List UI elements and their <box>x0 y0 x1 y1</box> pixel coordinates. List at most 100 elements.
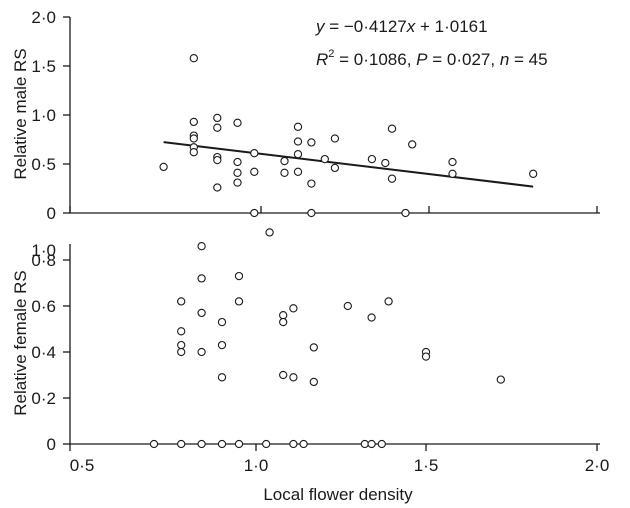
x-tick-label: 0·5 <box>70 456 95 475</box>
female-rs-point-8 <box>217 317 227 327</box>
male-rs-point-32 <box>381 158 390 168</box>
female-rs-point-4 <box>197 242 206 251</box>
male-rs-point-29 <box>330 134 340 143</box>
y-tick-label: 0 <box>47 435 56 454</box>
male-rs-point-34 <box>387 174 397 183</box>
female-rs-point-0 <box>177 297 186 306</box>
female-rs-point-34 <box>299 439 308 449</box>
male-rs-point-39 <box>529 169 538 178</box>
eq-p-value: = 0·027, <box>428 50 500 69</box>
y-tick-label: 1·0 <box>31 241 56 260</box>
x-tick-label: 1·0 <box>244 456 269 475</box>
x-axis-title: Local flower density <box>263 485 413 504</box>
female-rs-point-36 <box>367 439 376 449</box>
female-rs-point-14 <box>279 311 288 320</box>
male-rs-point-31 <box>367 154 377 164</box>
male-rs-point-25 <box>307 138 316 147</box>
female-rs-point-1 <box>177 327 186 336</box>
female-rs-point-18 <box>289 373 298 382</box>
male-rs-point-19 <box>280 156 289 166</box>
male-rs-point-8 <box>213 123 222 132</box>
female-rs-point-6 <box>197 308 206 318</box>
female-rs-point-3 <box>177 347 186 357</box>
male-rs-point-16 <box>250 149 259 158</box>
female-rs-points <box>149 228 505 449</box>
female-rs-point-22 <box>367 313 376 322</box>
female-rs-point-20 <box>309 377 318 387</box>
y-tick-label: 0·4 <box>31 343 56 362</box>
female-rs-point-26 <box>496 375 505 384</box>
male-rs-point-36 <box>408 140 417 149</box>
eq-n-symbol: n <box>500 50 509 69</box>
male-rs-point-0 <box>159 162 168 172</box>
eq-r-value: = 0·1086, <box>334 50 416 69</box>
male-rs-point-4 <box>189 134 198 143</box>
regression-line <box>163 141 534 188</box>
eq-r-symbol: R <box>316 50 328 69</box>
female-rs-point-2 <box>177 340 186 350</box>
male-rs-y-ticks: 0 0·5 1·0 1·5 2·0 <box>31 8 70 223</box>
female-rs-x-ticks: 0·5 1·0 1·5 2·0 <box>69 444 610 475</box>
female-rs-point-19 <box>309 343 318 352</box>
female-rs-point-10 <box>217 373 227 382</box>
x-tick-label: 2·0 <box>585 456 610 475</box>
male-rs-point-30 <box>330 163 340 173</box>
female-rs-y-ticks: 0 0·2 0·4 0·6 0·8 1·0 <box>31 241 70 454</box>
male-rs-point-11 <box>213 183 222 192</box>
male-rs-point-27 <box>307 208 316 218</box>
male-rs-point-17 <box>250 167 259 176</box>
female-rs-point-28 <box>177 439 186 449</box>
male-rs-point-7 <box>213 113 222 123</box>
female-rs-point-37 <box>377 439 386 449</box>
y-tick-label: 0·5 <box>31 155 56 174</box>
y-tick-label: 0·6 <box>31 297 56 316</box>
eq-r-exponent: 2 <box>328 48 334 60</box>
male-rs-point-22 <box>293 137 303 146</box>
male-rs-point-33 <box>387 124 397 133</box>
male-rs-point-28 <box>320 154 329 164</box>
female-rs-point-31 <box>234 439 244 449</box>
eq-y-symbol: y <box>315 17 326 36</box>
male-rs-point-12 <box>233 118 242 127</box>
male-rs-points <box>159 54 538 218</box>
y-tick-label: 1·5 <box>31 57 56 76</box>
male-rs-point-26 <box>307 179 316 188</box>
male-rs-point-24 <box>293 167 303 176</box>
equation-line-1: y = −0·4127x + 1·0161 <box>315 17 488 36</box>
eq-slope: = −0·4127 <box>325 17 407 36</box>
male-rs-point-1 <box>189 54 198 63</box>
male-rs-x-ticks <box>69 206 598 213</box>
y-tick-label: 0 <box>47 204 56 223</box>
female-rs-point-9 <box>217 340 227 350</box>
female-rs-point-16 <box>279 370 288 380</box>
female-rs-point-15 <box>279 317 288 327</box>
male-rs-point-2 <box>189 117 198 127</box>
female-rs-point-11 <box>234 271 244 281</box>
equation-line-2: R2 = 0·1086, P = 0·027, n = 45 <box>316 48 548 69</box>
male-rs-point-20 <box>280 168 289 177</box>
x-tick-label: 1·5 <box>414 456 439 475</box>
male-rs-point-15 <box>233 178 242 187</box>
male-rs-panel: Relative male RS 0 0·5 1·0 1·5 2·0 y = −… <box>11 8 600 223</box>
male-rs-point-38 <box>448 169 457 178</box>
female-rs-y-axis-title: Relative female RS <box>11 270 30 416</box>
y-tick-label: 0·8 <box>31 251 56 270</box>
male-rs-point-37 <box>448 157 457 167</box>
female-rs-point-12 <box>234 297 244 306</box>
female-rs-point-27 <box>149 439 159 449</box>
female-rs-point-32 <box>262 439 271 449</box>
male-rs-point-13 <box>233 157 242 167</box>
female-rs-point-7 <box>197 347 206 357</box>
male-rs-point-6 <box>189 148 198 157</box>
eq-x-symbol: x <box>406 17 416 36</box>
y-tick-label: 1·0 <box>31 106 56 125</box>
male-rs-point-23 <box>293 150 303 159</box>
female-rs-point-17 <box>289 304 298 313</box>
male-rs-y-axis-title: Relative male RS <box>11 48 30 179</box>
eq-p-symbol: P <box>416 50 428 69</box>
female-rs-point-13 <box>265 228 274 237</box>
female-rs-point-23 <box>384 297 393 306</box>
male-rs-point-18 <box>250 208 259 218</box>
eq-n-value: = 45 <box>509 50 547 69</box>
